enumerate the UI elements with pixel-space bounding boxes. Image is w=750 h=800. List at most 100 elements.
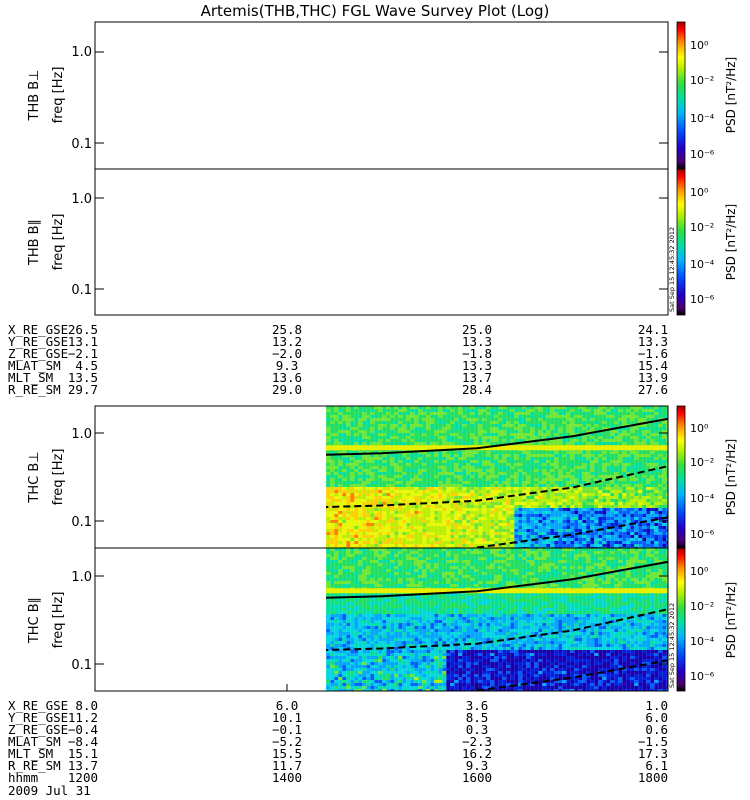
heatmap-cell bbox=[570, 508, 575, 511]
heatmap-cell bbox=[598, 514, 603, 517]
heatmap-cell bbox=[598, 409, 603, 412]
heatmap-cell bbox=[410, 469, 415, 472]
heatmap-cell bbox=[442, 415, 447, 418]
heatmap-cell bbox=[346, 502, 351, 505]
heatmap-cell bbox=[582, 418, 587, 421]
heatmap-cell bbox=[426, 430, 431, 433]
heatmap-cell bbox=[570, 520, 575, 523]
heatmap-cell bbox=[242, 472, 246, 475]
heatmap-cell bbox=[602, 517, 607, 520]
heatmap-cell bbox=[326, 439, 327, 442]
heatmap-cell bbox=[330, 502, 335, 505]
heatmap-cell bbox=[518, 541, 523, 544]
heatmap-cell bbox=[426, 541, 431, 544]
heatmap-cell bbox=[494, 457, 499, 460]
heatmap-cell bbox=[498, 541, 503, 544]
heatmap-cell bbox=[230, 436, 234, 439]
heatmap-cell bbox=[538, 520, 543, 523]
heatmap-cell bbox=[522, 439, 527, 442]
heatmap-cell bbox=[522, 499, 527, 502]
heatmap-cell bbox=[366, 409, 371, 412]
heatmap-cell bbox=[314, 493, 318, 496]
heatmap-cell bbox=[386, 430, 391, 433]
heatmap-cell bbox=[378, 529, 383, 532]
heatmap-cell bbox=[574, 541, 579, 544]
colorbar-tick: 10⁻² bbox=[690, 74, 714, 87]
heatmap-cell bbox=[502, 502, 507, 505]
heatmap-cell bbox=[366, 517, 371, 520]
heatmap-cell bbox=[514, 517, 519, 520]
heatmap-cell bbox=[438, 409, 443, 412]
heatmap-cell bbox=[470, 421, 475, 424]
heatmap-cell bbox=[358, 502, 363, 505]
heatmap-cell bbox=[470, 436, 475, 439]
heatmap-cell bbox=[402, 487, 407, 490]
heatmap-cell bbox=[234, 430, 238, 433]
heatmap-cell bbox=[526, 418, 531, 421]
heatmap-cell bbox=[270, 541, 274, 544]
heatmap-cell bbox=[274, 436, 278, 439]
heatmap-cell bbox=[498, 418, 503, 421]
heatmap-cell bbox=[410, 493, 415, 496]
heatmap-cell bbox=[282, 538, 286, 541]
heatmap-cell bbox=[374, 502, 379, 505]
heatmap-cell bbox=[434, 496, 439, 499]
heatmap-cell bbox=[334, 526, 339, 529]
heatmap-cell bbox=[326, 520, 331, 523]
heatmap-cell bbox=[318, 478, 322, 481]
heatmap-cell bbox=[606, 427, 611, 430]
heatmap-cell bbox=[370, 523, 375, 526]
ephem-value: 13.2 bbox=[272, 334, 302, 349]
heatmap-cell bbox=[622, 508, 627, 511]
heatmap-cell bbox=[606, 514, 611, 517]
heatmap-cell bbox=[254, 538, 258, 541]
heatmap-cell bbox=[242, 529, 246, 532]
heatmap-cell bbox=[466, 475, 471, 478]
heatmap-cell bbox=[418, 511, 423, 514]
heatmap-cell bbox=[606, 439, 611, 442]
heatmap-cell bbox=[334, 523, 339, 526]
heatmap-cell bbox=[566, 430, 571, 433]
heatmap-cell bbox=[326, 463, 327, 466]
heatmap-cell bbox=[574, 499, 579, 502]
heatmap-cell bbox=[334, 409, 339, 412]
heatmap-cell bbox=[630, 460, 635, 463]
heatmap-cell bbox=[382, 457, 387, 460]
heatmap-cell bbox=[250, 460, 254, 463]
heatmap-cell bbox=[542, 481, 547, 484]
heatmap-cell bbox=[414, 541, 419, 544]
heatmap-cell bbox=[222, 427, 226, 430]
heatmap-cell bbox=[294, 466, 298, 469]
heatmap-cell bbox=[258, 493, 262, 496]
heatmap-cell bbox=[338, 463, 343, 466]
heatmap-cell bbox=[326, 415, 327, 418]
heatmap-cell bbox=[534, 493, 539, 496]
heatmap-cell bbox=[310, 409, 314, 412]
heatmap-cell bbox=[470, 487, 475, 490]
heatmap-cell bbox=[258, 445, 262, 448]
heatmap-cell bbox=[242, 445, 246, 448]
heatmap-cell bbox=[306, 469, 310, 472]
heatmap-cell bbox=[442, 511, 447, 514]
heatmap-cell bbox=[334, 418, 339, 421]
heatmap-cell bbox=[242, 454, 246, 457]
heatmap-cell bbox=[230, 499, 234, 502]
heatmap-cell bbox=[222, 448, 226, 451]
heatmap-cell bbox=[462, 451, 467, 454]
heatmap-cell bbox=[598, 520, 603, 523]
heatmap-cell bbox=[538, 427, 543, 430]
heatmap-cell bbox=[362, 496, 367, 499]
heatmap-cell bbox=[378, 535, 383, 538]
heatmap-cell bbox=[542, 535, 547, 538]
heatmap-cell bbox=[474, 496, 479, 499]
heatmap-cell bbox=[290, 502, 294, 505]
heatmap-cell bbox=[242, 508, 246, 511]
heatmap-cell bbox=[526, 493, 531, 496]
heatmap-cell bbox=[406, 532, 411, 535]
heatmap-cell bbox=[506, 409, 511, 412]
heatmap-cell bbox=[618, 466, 623, 469]
heatmap-cell bbox=[394, 511, 399, 514]
heatmap-cell bbox=[402, 544, 407, 547]
heatmap-cell bbox=[326, 481, 331, 484]
heatmap-cell bbox=[570, 517, 575, 520]
